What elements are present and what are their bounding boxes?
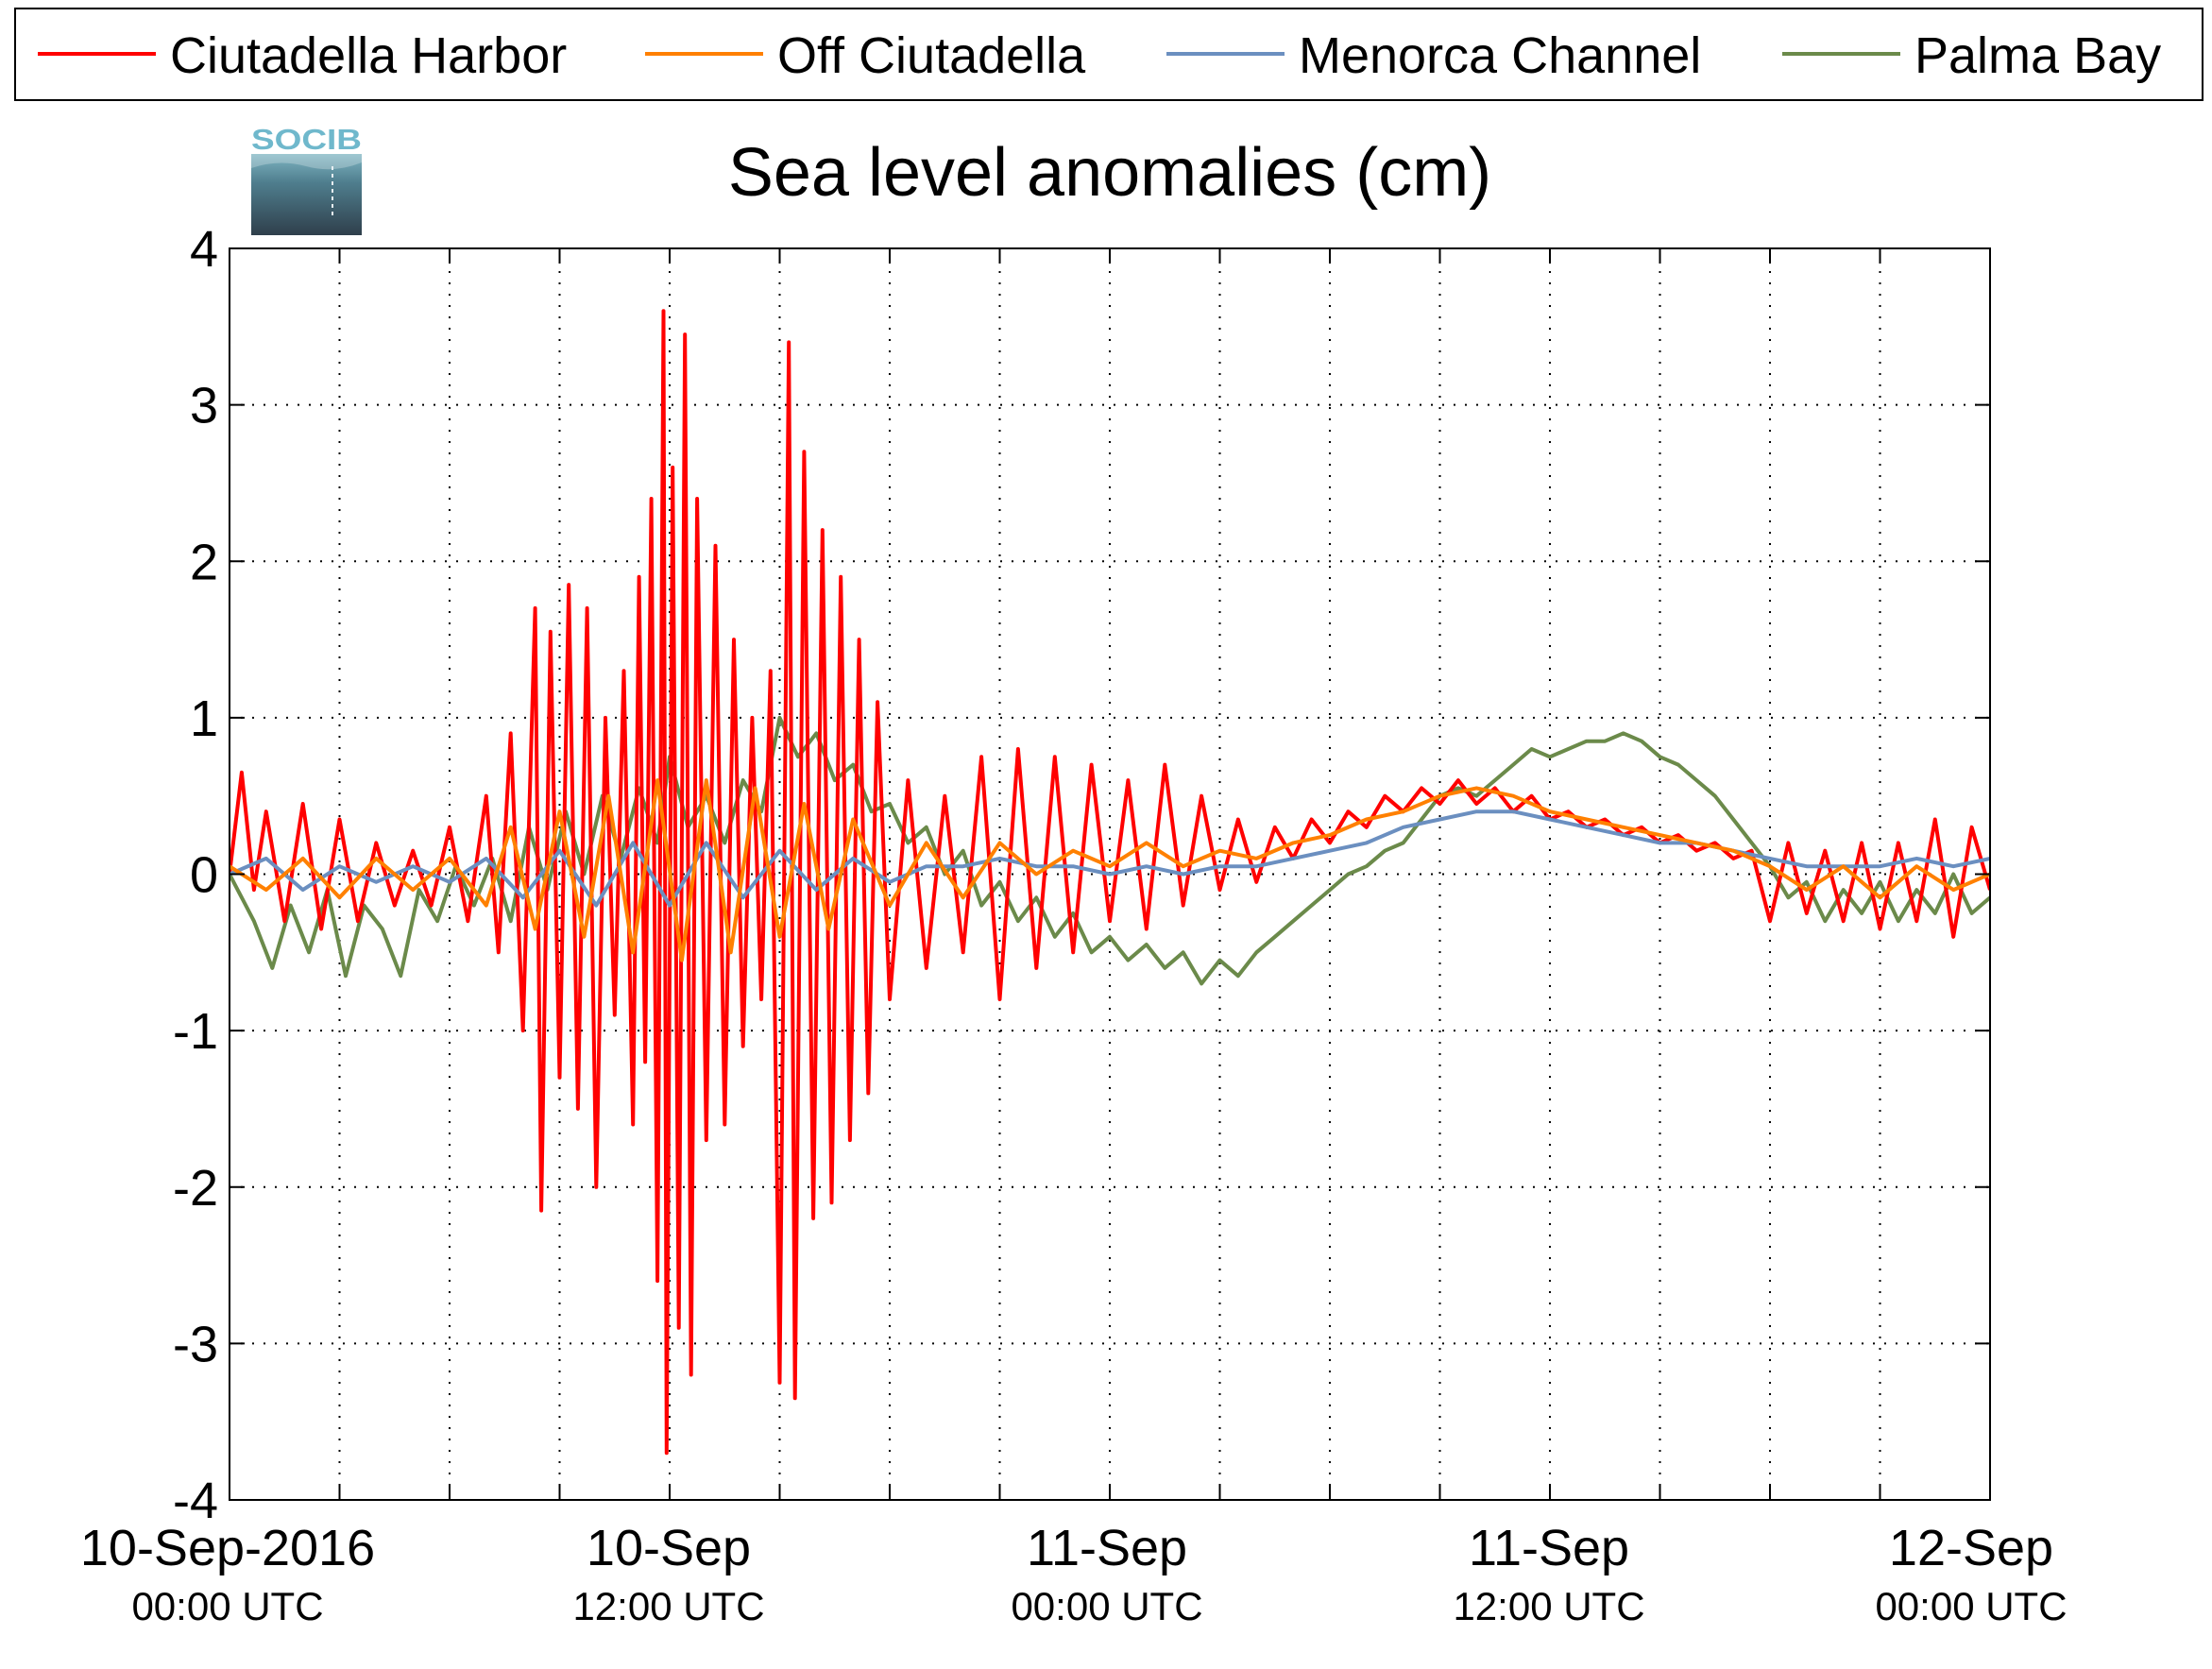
y-tick-label: 3	[190, 378, 218, 434]
series-layer	[230, 309, 1990, 1456]
x-tick-label: 11-Sep	[1469, 1520, 1629, 1576]
y-tick-label: 2	[190, 534, 218, 590]
x-tick-sublabel: 00:00 UTC	[1875, 1584, 2067, 1628]
y-tick-label: -4	[173, 1473, 218, 1529]
legend-label-ciutadella-harbor: Ciutadella Harbor	[170, 27, 567, 84]
y-axis-labels: 4 3 2 1 0 -1 -2 -3 -4	[173, 221, 218, 1529]
chart-title: Sea level anomalies (cm)	[728, 135, 1491, 211]
y-tick-label: 4	[190, 221, 218, 278]
series-line-off-ciutadella	[230, 778, 1990, 962]
ticks	[229, 247, 1991, 1501]
x-tick-sublabel: 12:00 UTC	[572, 1584, 764, 1628]
legend-items: Ciutadella Harbor Off Ciutadella Menorca C…	[38, 27, 2161, 84]
legend-label-palma-bay: Palma Bay	[1914, 27, 2161, 84]
x-tick-label: 10-Sep	[587, 1520, 751, 1576]
x-tick-label: 10-Sep-2016	[80, 1520, 375, 1576]
x-tick-label: 12-Sep	[1889, 1520, 2053, 1576]
socib-logo: SOCIB	[251, 123, 362, 235]
series-line-ciutadella-harbor	[230, 309, 1990, 1456]
y-tick-label: -2	[173, 1160, 218, 1217]
legend-label-off-ciutadella: Off Ciutadella	[777, 27, 1086, 84]
legend-label-menorca-channel: Menorca Channel	[1299, 27, 1701, 84]
y-tick-label: -3	[173, 1316, 218, 1372]
y-tick-label: 1	[190, 690, 218, 747]
x-tick-sublabel: 12:00 UTC	[1453, 1584, 1644, 1628]
x-tick-sublabel: 00:00 UTC	[1011, 1584, 1202, 1628]
logo-text: SOCIB	[251, 123, 362, 156]
y-tick-label: 0	[190, 847, 218, 904]
x-tick-label: 11-Sep	[1027, 1520, 1187, 1576]
x-axis-labels: 10-Sep-2016 00:00 UTC 10-Sep 12:00 UTC 11-Se…	[80, 1520, 2067, 1628]
x-tick-sublabel: 00:00 UTC	[131, 1584, 323, 1628]
y-tick-label: -1	[173, 1003, 218, 1060]
